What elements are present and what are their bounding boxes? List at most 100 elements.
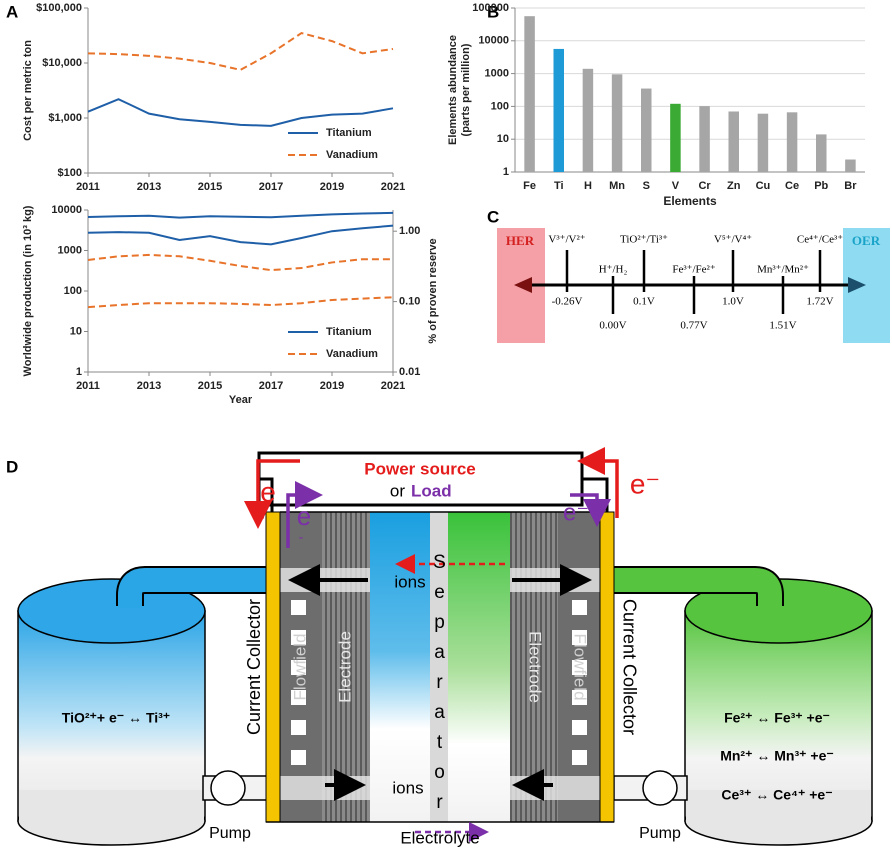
x-axis-label: Year <box>229 394 253 406</box>
bar <box>670 103 681 172</box>
x-tick-label: Ce <box>785 180 799 192</box>
electrolyte-label: Electrolyte <box>400 828 479 847</box>
bar <box>611 74 623 172</box>
y-tick-label: 100000 <box>472 2 509 14</box>
bar <box>845 159 856 172</box>
tank-fill <box>686 790 871 821</box>
bar <box>816 134 827 172</box>
catholyte <box>448 512 510 822</box>
separator-label: Separator <box>429 552 450 822</box>
y-tick-label: 0.01 <box>399 366 420 378</box>
load-label: Load <box>411 481 452 500</box>
y-tick-label: $10,000 <box>42 57 82 69</box>
y-tick-label: 1000 <box>58 244 82 256</box>
x-tick-label: V <box>672 180 680 192</box>
power-label: Power source <box>364 459 476 478</box>
potential-label: 0.00V <box>599 320 626 332</box>
y-tick-label: 100 <box>491 100 509 112</box>
y-axis-label: Elements abundance <box>447 35 459 145</box>
electrode-label: Electrode <box>526 631 545 703</box>
x-tick-label: 2015 <box>198 380 222 392</box>
y-tick-label: 1.00 <box>399 225 420 237</box>
electron-sign: - <box>299 529 304 545</box>
x-tick-label: 2013 <box>137 181 161 193</box>
reaction: Fe²⁺ ↔ Fe³⁺ +e⁻ <box>724 710 830 726</box>
x-tick-label: 2017 <box>259 380 283 392</box>
y-tick-label: 10000 <box>478 35 509 47</box>
reaction: TiO²⁺+ e⁻ ↔ Ti³⁺ <box>62 710 170 726</box>
couple-label: TiO²⁺/Ti³⁺ <box>620 234 668 246</box>
x-tick-label: Pb <box>814 180 828 192</box>
couple-label: Fe³⁺/Fe²⁺ <box>672 264 715 276</box>
electron-arrow <box>244 459 300 529</box>
electron-arrow <box>577 447 619 518</box>
y-tick-label: 100 <box>64 285 82 297</box>
x-tick-label: Zn <box>727 180 741 192</box>
current-collector <box>599 511 615 823</box>
tank-top <box>17 578 206 644</box>
wire <box>259 477 274 512</box>
pump <box>210 770 246 806</box>
line-series <box>87 98 394 127</box>
y-tick-label: 1 <box>503 166 509 178</box>
collector-label: Current Collector <box>619 599 639 735</box>
y-tick-label: 10 <box>497 133 509 145</box>
potential-label: 1.0V <box>722 296 744 308</box>
electron-label: e⁻ <box>563 499 589 526</box>
x-tick-label: 2019 <box>320 380 344 392</box>
pump-label: Pump <box>209 825 251 842</box>
x-tick-label: Cu <box>756 180 771 192</box>
y-tick-label: $100,000 <box>36 2 82 14</box>
couple-label: V⁵⁺/V⁴⁺ <box>714 234 752 246</box>
x-tick-label: 2021 <box>381 380 405 392</box>
potential-label: 0.77V <box>680 320 707 332</box>
bar <box>728 111 739 172</box>
flowfield-squares <box>291 600 587 765</box>
x-tick-label: 2019 <box>320 181 344 193</box>
oer-label: OER <box>852 233 881 248</box>
electron-sign: - <box>259 509 264 526</box>
x-tick-label: 2015 <box>198 181 222 193</box>
y-axis-label: Worldwide production (in 10³ kg) <box>22 205 34 376</box>
panel-label: A <box>6 2 18 21</box>
y-axis-label: Cost per metric ton <box>22 40 34 141</box>
pump <box>642 770 678 806</box>
electrode-label: Electrode <box>335 631 354 703</box>
flowfield-label: Flowfield <box>571 633 590 700</box>
x-tick-label: 2017 <box>259 181 283 193</box>
pipe <box>596 568 782 608</box>
potential-label: -0.26V <box>552 296 583 308</box>
reaction: Ce³⁺ ↔ Ce⁴⁺ +e⁻ <box>721 787 832 803</box>
y-tick-label: 10 <box>70 325 82 337</box>
y-tick-label: 1 <box>76 366 82 378</box>
bar <box>553 48 564 172</box>
y-tick-label: $1,000 <box>48 112 82 124</box>
y2-axis-label: % of proven reserve <box>427 238 439 343</box>
couple-label: Ce⁴⁺/Ce³⁺ <box>797 234 843 246</box>
x-tick-label: Fe <box>523 180 536 192</box>
her-label: HER <box>506 233 535 248</box>
x-tick-label: H <box>584 180 592 192</box>
panel-label: C <box>487 207 499 226</box>
legend-label: Titanium <box>326 127 372 139</box>
x-axis-label: Elements <box>663 194 717 208</box>
bar <box>524 16 535 173</box>
potential-label: 0.1V <box>633 296 655 308</box>
separator <box>430 512 448 822</box>
electron-label: e <box>260 476 276 507</box>
x-tick-label: S <box>643 180 650 192</box>
bar <box>582 68 594 172</box>
y-tick-label: $100 <box>58 167 82 179</box>
ions-label: ions <box>394 572 425 591</box>
y-axis-label: (parts per million) <box>460 43 472 136</box>
panel-label: D <box>6 457 18 476</box>
electron-arrow <box>286 481 323 548</box>
electron-label: e⁻ <box>630 468 660 499</box>
bar <box>641 88 652 172</box>
x-tick-label: 2021 <box>381 181 405 193</box>
line-series <box>87 224 394 246</box>
couple-label: V³⁺/V²⁺ <box>548 234 585 246</box>
couple-label: H⁺/H₂ <box>599 264 628 276</box>
channel <box>510 776 600 800</box>
